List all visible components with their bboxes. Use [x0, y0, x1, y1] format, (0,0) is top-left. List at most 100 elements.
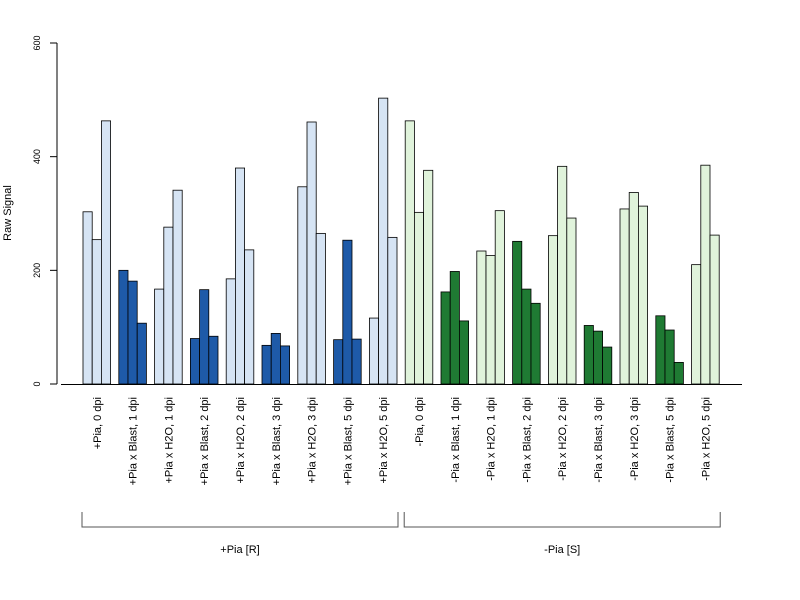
bar: [521, 288, 532, 385]
bar: [189, 338, 200, 385]
bar: [583, 325, 594, 385]
bar: [664, 329, 675, 385]
y-tick-label: 600: [32, 35, 42, 50]
bar-group: [440, 271, 469, 385]
bar: [700, 164, 711, 385]
bar: [458, 320, 469, 385]
bar: [619, 208, 630, 385]
bar-group: [225, 167, 255, 385]
bar: [548, 235, 559, 385]
bar: [279, 345, 290, 385]
bar-group: [655, 315, 684, 385]
x-tick-label: +Pia x H2O, 2 dpi: [235, 397, 247, 484]
x-tick-label: +Pia x Blast, 2 dpi: [199, 397, 211, 485]
bar: [423, 169, 434, 385]
group-label: +Pia [R]: [220, 544, 259, 556]
x-tick-label: -Pia x Blast, 5 dpi: [665, 397, 677, 483]
y-tick-label: 400: [32, 149, 42, 164]
x-tick-label: -Pia x H2O, 1 dpi: [486, 397, 498, 481]
y-axis-title: Raw Signal: [2, 185, 14, 241]
bar: [154, 288, 165, 385]
x-tick-label: -Pia x Blast, 2 dpi: [521, 397, 533, 483]
bar: [225, 278, 236, 385]
bar: [673, 361, 684, 385]
x-tick-label: +Pia x H2O, 3 dpi: [307, 397, 319, 484]
bar: [566, 217, 577, 385]
bar: [91, 239, 102, 385]
bar: [368, 317, 379, 385]
bar: [485, 255, 496, 385]
bar-group: [189, 289, 219, 385]
x-tick-label: +Pia x Blast, 3 dpi: [271, 397, 283, 485]
bar: [512, 240, 523, 385]
x-tick-label: -Pia x H2O, 2 dpi: [557, 397, 569, 481]
bar: [208, 335, 219, 385]
bar: [118, 269, 129, 385]
y-tick-label: 200: [32, 263, 42, 278]
bar: [101, 120, 112, 385]
bar: [557, 165, 568, 385]
bar: [315, 232, 326, 385]
x-tick-label: -Pia, 0 dpi: [414, 397, 426, 447]
x-tick-label: -Pia x H2O, 5 dpi: [700, 397, 712, 481]
y-tick-label: 0: [32, 381, 42, 386]
bar: [638, 205, 649, 385]
x-tick-label: +Pia x Blast, 5 dpi: [342, 397, 354, 485]
bar-group: [548, 165, 577, 385]
bar: [530, 302, 541, 385]
bar: [244, 249, 255, 385]
bar: [404, 120, 415, 385]
x-tick-label: -Pia x H2O, 3 dpi: [629, 397, 641, 481]
bar-group: [118, 269, 147, 385]
bar: [163, 226, 174, 385]
bar-group: [619, 192, 649, 385]
bars: [82, 97, 720, 385]
bar-group: [512, 240, 541, 385]
bar: [297, 186, 308, 385]
x-tick-label: +Pia, 0 dpi: [92, 397, 104, 449]
bar-group: [82, 120, 112, 385]
bar: [234, 167, 245, 385]
x-tick-label: -Pia x Blast, 1 dpi: [450, 397, 462, 483]
bar: [449, 271, 460, 385]
bar: [593, 330, 604, 385]
x-tick-label: -Pia x Blast, 3 dpi: [593, 397, 605, 483]
bar: [82, 211, 93, 385]
group-bracket: [81, 512, 399, 528]
bar: [333, 339, 344, 385]
bar: [413, 211, 424, 385]
bar: [494, 210, 505, 385]
bar-group: [476, 210, 505, 385]
bar: [628, 192, 639, 385]
bar: [351, 338, 362, 385]
bar-group: [333, 239, 362, 385]
bar-group: [368, 97, 398, 385]
bar-group: [583, 325, 613, 385]
bar: [136, 322, 147, 385]
x-axis: +Pia, 0 dpi +Pia x Blast, 1 dpi +Pia x H2O…: [92, 397, 713, 485]
x-tick-label: +Pia x H2O, 5 dpi: [378, 397, 390, 484]
group-brackets: +Pia [R] -Pia [S]: [81, 512, 721, 556]
bar-group: [261, 333, 290, 385]
bar: [199, 289, 210, 385]
bar-group: [154, 189, 183, 385]
bar: [342, 239, 353, 385]
group-bracket: [403, 512, 721, 528]
bar: [476, 250, 487, 385]
bar: [261, 344, 272, 385]
bar: [378, 97, 389, 385]
bar: [655, 315, 666, 385]
bar-group: [297, 121, 326, 385]
bar: [270, 333, 281, 385]
bar: [172, 189, 183, 385]
y-axis: 0 200 400 600: [32, 35, 742, 387]
bar: [691, 264, 702, 385]
bar: [709, 234, 720, 385]
bar-group: [404, 120, 434, 385]
bar: [440, 291, 451, 385]
bar: [306, 121, 317, 385]
x-tick-label: +Pia x Blast, 1 dpi: [128, 397, 140, 485]
bar-group: [691, 164, 720, 385]
